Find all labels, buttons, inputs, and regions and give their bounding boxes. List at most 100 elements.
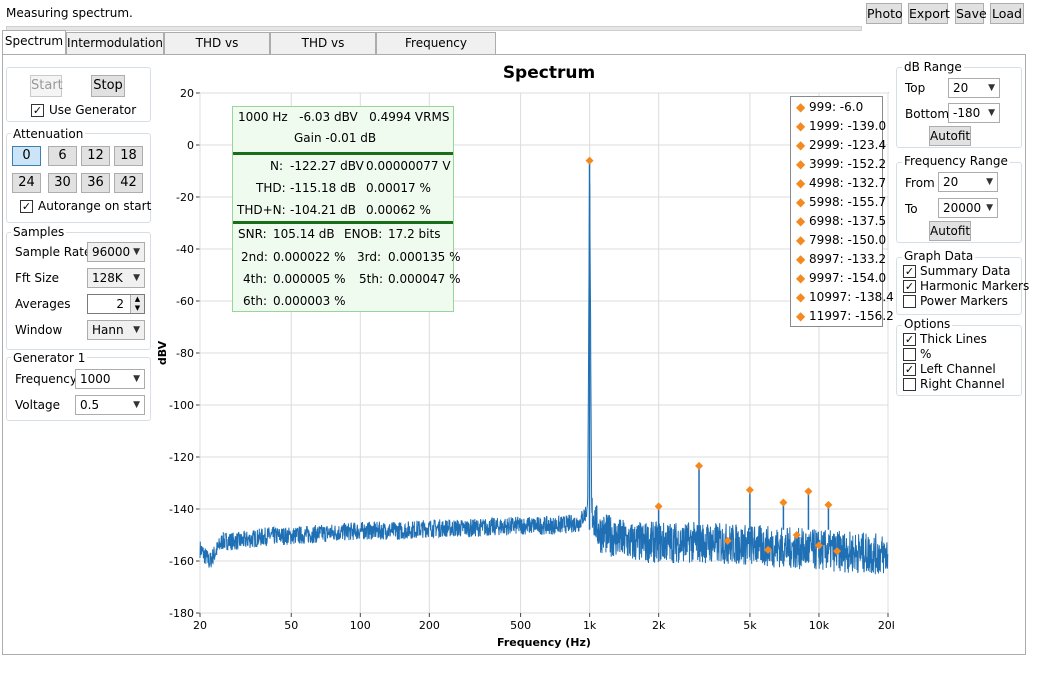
tab-spectrum[interactable]: Spectrum [2, 30, 66, 54]
window-select[interactable]: Hann ▼ [87, 320, 145, 340]
divider [233, 221, 453, 224]
y-tick-label: -180 [169, 607, 194, 620]
chevron-down-icon: ▼ [133, 247, 140, 257]
thdn-db: -104.21 dB [290, 203, 356, 217]
n-volts: 0.00000077 V [366, 159, 451, 173]
atten-6-button[interactable]: 6 [48, 146, 77, 166]
x-tick-label: 1k [583, 619, 597, 632]
summary-box: 1000 Hz -6.03 dBV 0.4994 VRMS Gain -0.01… [232, 106, 460, 312]
atten-18-button[interactable]: 18 [114, 146, 143, 166]
thd-db: -115.18 dB [290, 181, 356, 195]
atten-36-button[interactable]: 36 [81, 173, 110, 193]
harmonic-marker [723, 536, 732, 545]
snr-label: SNR: [238, 227, 267, 241]
harmonic-marker-item: ◆ 2999: -123.4 [796, 138, 886, 152]
diamond-icon: ◆ [796, 119, 810, 133]
bottom-select[interactable]: -180 ▼ [948, 103, 1000, 123]
save-button[interactable]: Save [955, 3, 987, 24]
snr-value: 105.14 dB [273, 227, 335, 241]
top-select[interactable]: 20 ▼ [948, 78, 1000, 98]
chevron-down-icon: ▼ [133, 273, 140, 283]
percent-checkbox[interactable] [903, 348, 916, 361]
power-markers-checkbox[interactable] [903, 295, 916, 308]
y-tick-label: -120 [169, 451, 194, 464]
tab-thd-vs-frequency[interactable]: THD vs Frequency [164, 32, 270, 70]
averages-spinner[interactable]: 2 ▲ ▼ [87, 294, 145, 314]
graph-data-title: Graph Data [902, 249, 976, 263]
x-tick-label: 200 [419, 619, 440, 632]
y-tick-label: -80 [176, 347, 194, 360]
h4-value: 0.000005 % [273, 272, 346, 286]
harmonic-marker [804, 487, 813, 496]
diamond-icon: ◆ [796, 195, 810, 209]
tab-intermodulation[interactable]: Intermodulation [66, 32, 164, 54]
right-channel-checkbox[interactable] [903, 378, 916, 391]
db-autofit-button[interactable]: Autofit [929, 126, 971, 146]
stop-button[interactable]: Stop [91, 75, 125, 97]
from-select[interactable]: 20 ▼ [938, 172, 998, 192]
y-tick-label: -60 [176, 295, 194, 308]
n-label: N: [270, 159, 284, 173]
h2-label: 2nd: [241, 250, 268, 264]
harmonic-marker-text: 10997: -138.4 [809, 290, 894, 304]
harmonic-marker-item: ◆ 8997: -133.2 [796, 252, 886, 266]
use-generator-checkbox[interactable]: ✓ [31, 104, 44, 117]
export-button[interactable]: Export [908, 3, 950, 24]
harmonic-marker-item: ◆ 5998: -155.7 [796, 195, 886, 209]
summary-data-checkbox[interactable]: ✓ [903, 265, 916, 278]
x-tick-label: 500 [510, 619, 531, 632]
harmonic-marker [695, 461, 704, 470]
spin-down-icon[interactable]: ▼ [130, 304, 144, 313]
harmonic-marker-text: 4998: -132.7 [809, 176, 887, 190]
db-range-title: dB Range [902, 60, 964, 74]
atten-0-button[interactable]: 0 [12, 146, 41, 166]
chevron-down-icon: ▼ [133, 400, 140, 410]
harmonic-marker [792, 531, 801, 539]
harmonic-marker [779, 498, 788, 507]
tab-thd-vs-amplitude[interactable]: THD vs Amplitude [270, 32, 376, 70]
thick-lines-checkbox[interactable]: ✓ [903, 333, 916, 346]
harmonic-markers-checkbox[interactable]: ✓ [903, 280, 916, 293]
harmonic-marker-item: ◆ 7998: -150.0 [796, 233, 886, 247]
atten-30-button[interactable]: 30 [48, 173, 77, 193]
atten-42-button[interactable]: 42 [114, 173, 143, 193]
sample-rate-select[interactable]: 96000 ▼ [87, 242, 145, 262]
y-tick-label: 0 [187, 139, 194, 152]
fft-size-label: Fft Size [15, 271, 60, 285]
options-group [896, 325, 1022, 396]
harmonic-marker-item: ◆ 3999: -152.2 [796, 157, 886, 171]
autorange-checkbox[interactable]: ✓ [20, 200, 33, 213]
harmonic-marker-text: 11997: -156.2 [809, 309, 894, 323]
fft-size-select[interactable]: 128K ▼ [87, 268, 145, 288]
left-channel-checkbox[interactable]: ✓ [903, 363, 916, 376]
summary-data-label: Summary Data [920, 264, 1011, 278]
status-text: Measuring spectrum. [6, 6, 133, 20]
photo-button[interactable]: Photo [866, 3, 903, 24]
harmonic-marker-text: 7998: -150.0 [809, 233, 887, 247]
harmonic-marker-item: ◆ 10997: -138.4 [796, 290, 894, 304]
harmonic-marker-item: ◆ 4998: -132.7 [796, 176, 886, 190]
load-button[interactable]: Load [990, 3, 1024, 24]
tab-frequency-response[interactable]: Frequency Response [376, 32, 496, 70]
freq-autofit-button[interactable]: Autofit [929, 221, 971, 241]
autorange-label: Autorange on start [38, 199, 152, 213]
diamond-icon: ◆ [796, 233, 810, 247]
atten-24-button[interactable]: 24 [12, 173, 41, 193]
x-tick-label: 50 [284, 619, 298, 632]
diamond-icon: ◆ [796, 252, 810, 266]
voltage-select[interactable]: 0.5 ▼ [75, 395, 145, 415]
frequency-select[interactable]: 1000 ▼ [75, 369, 145, 389]
thd-label: THD: [256, 181, 286, 195]
harmonic-marker [764, 545, 773, 554]
atten-12-button[interactable]: 12 [81, 146, 110, 166]
top-label: Top [905, 81, 926, 95]
window-label: Window [15, 323, 63, 337]
voltage-label: Voltage [15, 398, 61, 412]
start-button[interactable]: Start [30, 75, 63, 97]
harmonic-marker-text: 5998: -155.7 [809, 195, 887, 209]
spin-up-icon[interactable]: ▲ [130, 295, 144, 304]
to-select[interactable]: 20000 ▼ [938, 198, 998, 218]
harmonic-marker-item: ◆ 1999: -139.0 [796, 119, 886, 133]
y-tick-label: -140 [169, 503, 194, 516]
h6-value: 0.000003 % [273, 294, 346, 308]
